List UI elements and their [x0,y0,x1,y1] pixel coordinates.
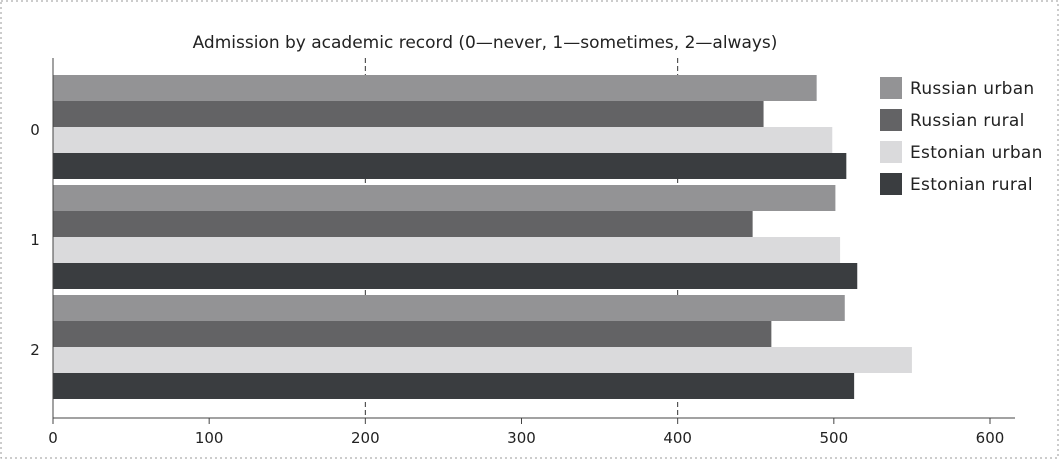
bar-2-russian-urban [53,295,845,321]
bar-0-russian-urban [53,75,817,101]
x-tick-label: 300 [507,429,536,447]
x-tick-label: 0 [48,429,58,447]
legend-swatch [880,141,902,163]
legend-label: Estonian rural [910,175,1033,195]
legend: Russian urban Russian rural Estonian urban… [880,77,1043,195]
bars [53,75,912,399]
legend-swatch [880,77,902,99]
legend-swatch [880,109,902,131]
x-tick-labels: 0 100 200 300 400 500 600 [48,429,1004,447]
legend-label: Russian urban [910,79,1035,99]
x-tick-label: 200 [351,429,380,447]
bar-1-estonian-urban [53,237,841,263]
legend-swatch [880,173,902,195]
category-label: 1 [30,231,40,249]
legend-label: Russian rural [910,111,1025,131]
bar-2-estonian-urban [53,347,912,373]
bar-0-estonian-rural [53,153,847,179]
bar-0-russian-rural [53,101,764,127]
x-tick-label: 100 [195,429,224,447]
bar-0-estonian-urban [53,127,833,153]
category-labels: 0 1 2 [30,121,40,359]
legend-label: Estonian urban [910,143,1043,163]
category-label: 2 [30,341,40,359]
x-tick-label: 500 [820,429,849,447]
x-tick-label: 400 [663,429,692,447]
chart-title: Admission by academic record (0—never, 1… [193,33,778,53]
x-tick-label: 600 [976,429,1005,447]
bar-1-estonian-rural [53,263,858,289]
bar-1-russian-urban [53,185,836,211]
bar-2-russian-rural [53,321,772,347]
category-label: 0 [30,121,40,139]
bar-1-russian-rural [53,211,753,237]
axes [52,58,1015,424]
bar-2-estonian-rural [53,373,855,399]
